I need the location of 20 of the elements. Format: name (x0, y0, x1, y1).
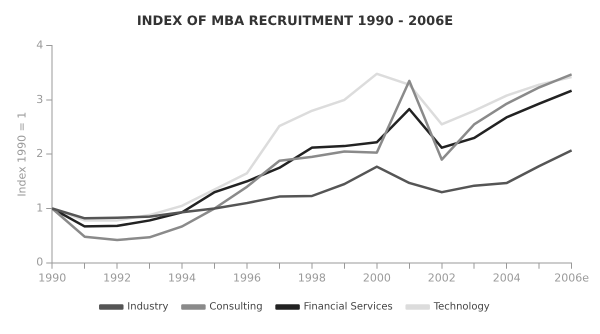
y-axis-title: Index 1990 = 1 (15, 112, 28, 197)
y-tick-label: 2 (36, 147, 44, 160)
x-tick-label: 2004 (492, 271, 521, 284)
x-tick-label: 1996 (232, 271, 261, 284)
x-tick-label: 2000 (362, 271, 391, 284)
x-tick-label: 1990 (38, 271, 66, 284)
legend-label: Financial Services (304, 302, 393, 313)
legend-label: Industry (127, 302, 168, 313)
chart-title: INDEX OF MBA RECRUITMENT 1990 - 2006E (136, 14, 454, 30)
y-tick-label: 1 (36, 201, 44, 214)
x-tick-label: 2002 (428, 271, 456, 284)
x-tick-label: 1994 (168, 271, 196, 284)
y-tick-label: 3 (36, 92, 44, 106)
legend-label: Technology (432, 302, 490, 313)
legend-label: Consulting (209, 302, 263, 313)
x-tick-label: 1992 (103, 271, 132, 284)
y-tick-label: 0 (36, 256, 44, 269)
y-tick-label: 4 (36, 38, 44, 52)
x-tick-label: 1998 (298, 271, 326, 284)
x-tick-label: 2006e (554, 271, 590, 284)
